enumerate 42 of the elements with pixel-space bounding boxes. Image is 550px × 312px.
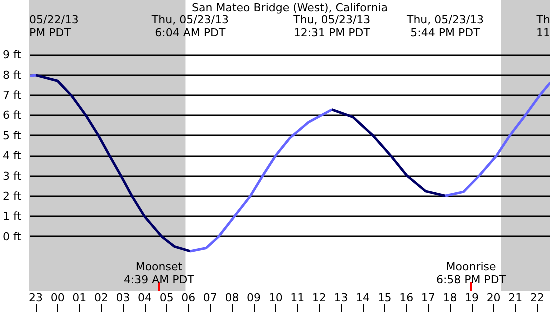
x-tick-label: 21 bbox=[508, 292, 523, 304]
y-tick-label: 2 ft bbox=[3, 190, 22, 204]
x-tick-label: 22 bbox=[530, 292, 544, 304]
x-tick-label: 13 bbox=[334, 292, 348, 304]
annotation: Thu, 05/23/13 5:44 PM PDT bbox=[406, 14, 484, 40]
y-tick-label: 5 ft bbox=[3, 129, 22, 142]
x-tick-label: 14 bbox=[356, 292, 370, 304]
annotation: Thu, 05/23/13 6:04 AM PDT bbox=[150, 14, 229, 40]
ref-line-label: Moonrise 6:58 PM PDT bbox=[436, 260, 506, 286]
x-tick-label: 16 bbox=[400, 292, 414, 304]
y-tick-label: 8 ft bbox=[3, 68, 22, 82]
x-tick-label: 09 bbox=[247, 292, 262, 304]
x-tick-label: 08 bbox=[225, 292, 240, 304]
x-tick-label: 11 bbox=[290, 292, 305, 304]
x-tick-label: 07 bbox=[203, 292, 218, 304]
x-tick-label: 12 bbox=[312, 292, 326, 304]
x-tick-label: 19 bbox=[465, 292, 480, 304]
x-tick-label: 15 bbox=[378, 292, 392, 304]
annotation: 05/22/13 PM PDT bbox=[30, 14, 79, 40]
x-tick-label: 06 bbox=[182, 292, 196, 304]
y-tick-label: 0 ft bbox=[3, 230, 22, 244]
x-tick-label: 00 bbox=[50, 292, 65, 304]
y-tick-label: 4 ft bbox=[3, 150, 22, 163]
y-tick-label: 9 ft bbox=[3, 48, 22, 62]
annotation: Thu, 05/23/13 12:31 PM PDT bbox=[292, 14, 371, 40]
x-tick-label: 10 bbox=[268, 292, 283, 304]
y-tick-label: 3 ft bbox=[3, 170, 22, 183]
x-tick-label: 05 bbox=[160, 292, 174, 304]
chart-title: San Mateo Bridge (West), California bbox=[192, 2, 388, 14]
annotation: Th 11 bbox=[536, 14, 550, 40]
x-tick-label: 04 bbox=[138, 292, 152, 304]
y-tick-label: 7 ft bbox=[3, 88, 22, 102]
y-tick-label: 6 ft bbox=[3, 109, 22, 122]
x-tick-label: 01 bbox=[72, 292, 87, 304]
ref-line-label: Moonset 4:39 AM PDT bbox=[124, 260, 195, 286]
x-tick-label: 23 bbox=[29, 292, 44, 304]
x-tick-label: 18 bbox=[443, 292, 458, 304]
x-tick-label: 20 bbox=[486, 292, 501, 304]
x-tick-label: 17 bbox=[421, 292, 436, 304]
y-tick-label: 1 ft bbox=[3, 210, 22, 224]
x-tick-label: 02 bbox=[94, 292, 108, 304]
x-tick-label: 03 bbox=[116, 292, 130, 304]
